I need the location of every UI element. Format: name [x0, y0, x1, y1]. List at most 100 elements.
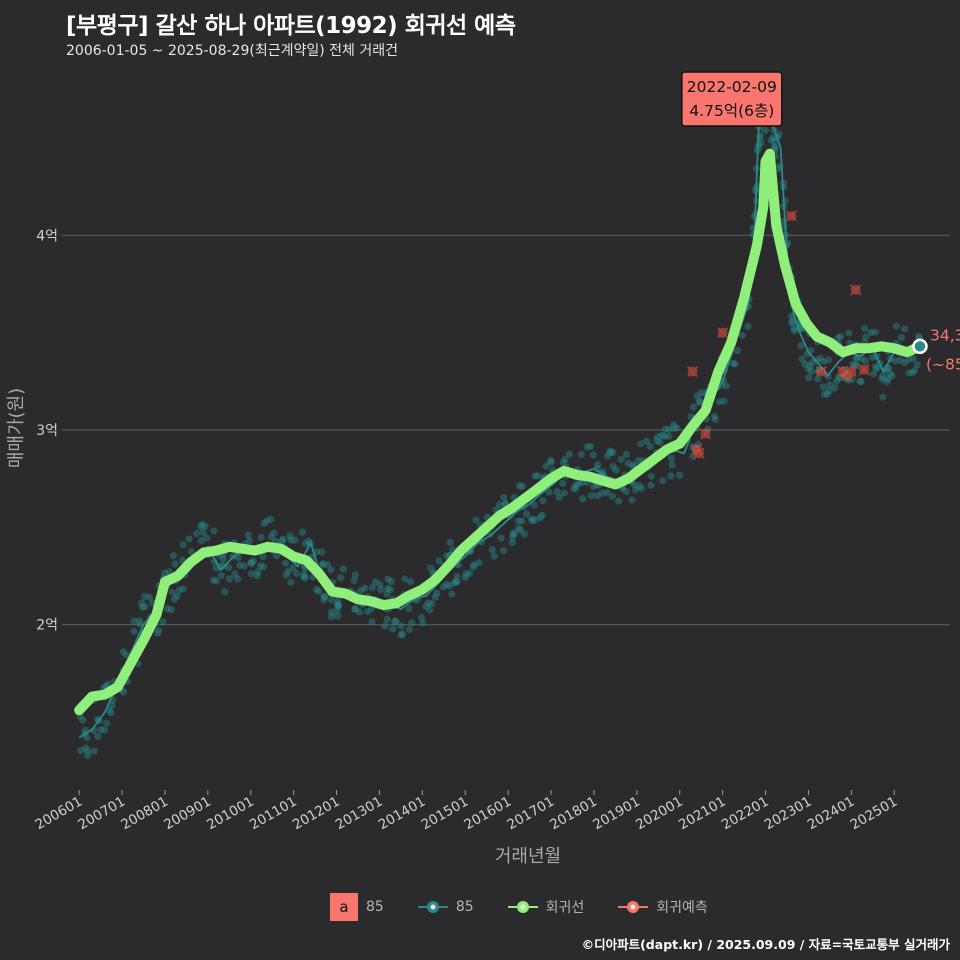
x-tick-label: 201401	[376, 794, 429, 834]
transaction-point	[431, 593, 439, 601]
prediction-point	[717, 327, 729, 339]
transaction-point	[427, 564, 435, 572]
x-tick-label: 200801	[118, 794, 171, 834]
transaction-point	[668, 461, 676, 469]
prediction-point	[687, 366, 699, 378]
transaction-point	[670, 424, 678, 432]
transaction-point	[539, 496, 547, 505]
x-tick-label: 202401	[805, 794, 858, 834]
transaction-point	[614, 497, 623, 505]
transaction-point	[339, 565, 347, 573]
x-tick-label: 200901	[161, 794, 214, 834]
transaction-point	[676, 471, 684, 479]
transaction-point	[780, 217, 788, 225]
transaction-point	[667, 454, 675, 462]
transaction-point	[185, 535, 193, 543]
transaction-point	[797, 342, 805, 350]
transaction-point	[154, 626, 163, 634]
transaction-point	[212, 577, 220, 585]
transaction-point	[861, 357, 869, 365]
latest-annotation-area: (~85㎡)	[926, 355, 960, 373]
transaction-point	[738, 331, 746, 340]
transaction-point	[542, 462, 550, 470]
transaction-point	[767, 136, 775, 144]
transaction-point	[100, 726, 108, 734]
transaction-point	[286, 532, 294, 540]
transaction-point	[405, 625, 413, 634]
transaction-point	[334, 597, 342, 605]
transaction-point	[821, 390, 829, 398]
transaction-point	[632, 486, 640, 494]
x-tick-label: 200601	[33, 794, 86, 834]
transaction-point	[350, 577, 358, 585]
transaction-point	[589, 451, 597, 459]
transaction-point	[888, 372, 896, 380]
transaction-point	[141, 592, 149, 601]
transaction-point	[219, 562, 227, 570]
transaction-point	[301, 540, 310, 548]
x-tick-label: 201801	[547, 794, 600, 834]
transaction-point	[315, 587, 323, 595]
transaction-point	[579, 495, 587, 503]
transaction-point	[363, 607, 372, 616]
transaction-point	[84, 747, 92, 755]
transaction-point	[689, 403, 697, 411]
transaction-point	[130, 627, 138, 635]
transaction-point	[259, 552, 267, 561]
transaction-point	[909, 355, 917, 363]
transaction-point	[351, 571, 359, 579]
transaction-point	[653, 437, 661, 445]
transaction-point	[234, 554, 242, 562]
transaction-point	[361, 584, 369, 592]
transaction-point	[439, 583, 448, 591]
transaction-point	[81, 744, 90, 752]
transaction-point	[287, 578, 295, 586]
transaction-point	[761, 126, 769, 134]
prediction-point	[785, 210, 797, 222]
transaction-point	[534, 472, 542, 480]
transaction-point	[695, 398, 703, 406]
transaction-point	[808, 358, 816, 367]
transaction-point	[103, 719, 111, 727]
transaction-point	[711, 415, 719, 423]
prediction-point-cross	[845, 366, 857, 378]
transaction-point	[105, 706, 114, 714]
transaction-point	[871, 363, 880, 371]
y-tick-label: 4억	[36, 228, 58, 244]
transaction-point	[167, 606, 175, 614]
transaction-point	[351, 604, 360, 613]
transaction-point	[408, 619, 416, 627]
x-tick-label: 201101	[247, 794, 300, 834]
transaction-point	[446, 538, 454, 547]
chart-subtitle: 2006-01-05 ~ 2025-08-29(최근계약일) 전체 거래건	[66, 43, 398, 59]
transaction-point	[319, 560, 327, 568]
transaction-point	[860, 324, 869, 332]
transaction-point	[389, 625, 397, 633]
transaction-point	[248, 559, 256, 568]
transaction-point	[731, 360, 739, 368]
transaction-point	[334, 612, 342, 620]
transaction-point	[313, 585, 321, 594]
transaction-point	[913, 360, 921, 369]
prediction-point	[845, 366, 857, 378]
transaction-point	[187, 548, 195, 556]
transaction-point	[908, 368, 917, 377]
legend-item-85: 85	[417, 899, 474, 915]
transaction-point	[831, 384, 839, 392]
transaction-point	[428, 600, 436, 608]
transaction-point	[886, 369, 894, 378]
transaction-point	[841, 371, 849, 380]
prediction-point-cross	[858, 364, 870, 376]
transaction-point	[419, 619, 427, 627]
transaction-point	[516, 526, 525, 534]
transaction-point	[787, 319, 796, 327]
transaction-point	[622, 450, 630, 459]
price-line	[78, 117, 921, 739]
transaction-point	[383, 615, 391, 623]
transaction-point	[179, 541, 187, 549]
transaction-point	[536, 514, 544, 522]
transaction-point	[667, 472, 675, 480]
transaction-point	[857, 377, 865, 386]
transaction-point	[704, 425, 712, 433]
transaction-point	[873, 364, 881, 372]
